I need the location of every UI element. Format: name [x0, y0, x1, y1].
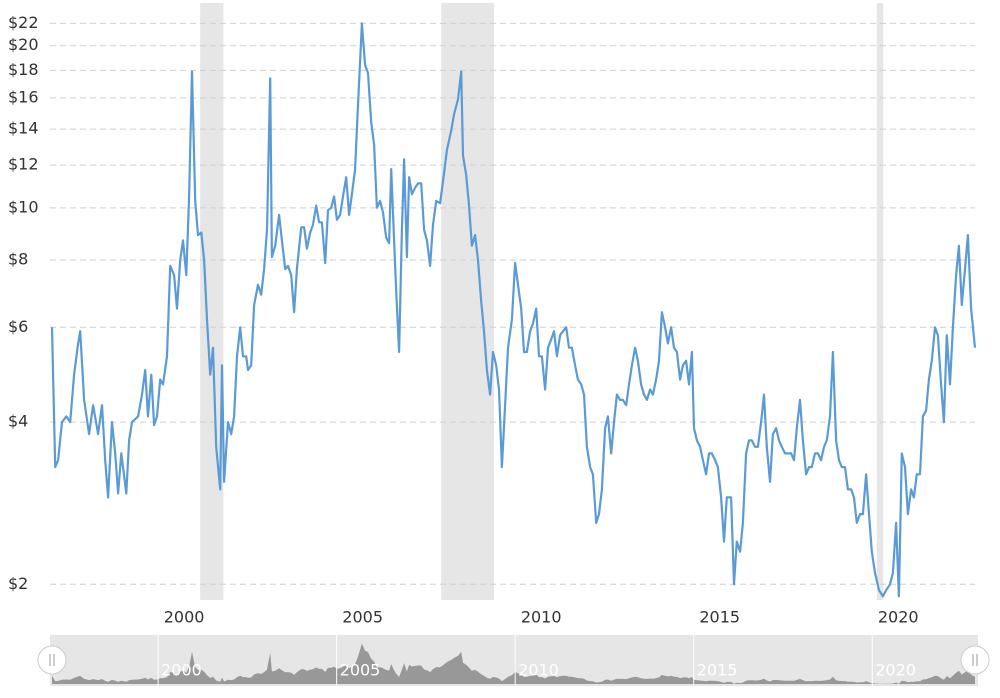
- navigator-label: 2005: [340, 661, 381, 680]
- navigator-label: 2000: [161, 661, 202, 680]
- x-tick-label: 2000: [164, 608, 205, 627]
- x-tick-label: 2015: [699, 608, 740, 627]
- navigator-label: 2010: [518, 661, 559, 680]
- price-line: [50, 22, 977, 598]
- navigator[interactable]: 2000 2005 2010 2015 2020: [50, 635, 978, 686]
- plot-layer: [50, 22, 977, 598]
- y-tick-label: $8: [8, 250, 28, 269]
- grid-layer: $2 $4 $6 $8 $10 $12 $14 $16 $18 $20 $22 2000 2005 201…: [8, 13, 975, 627]
- y-tick-label: $6: [8, 317, 28, 336]
- navigator-label: 2020: [875, 661, 916, 680]
- y-tick-label: $16: [8, 87, 39, 106]
- y-tick-label: $14: [8, 119, 39, 138]
- navigator-handles[interactable]: [37, 645, 990, 675]
- navigator-handle-right[interactable]: [960, 645, 990, 675]
- x-tick-label: 2005: [342, 608, 383, 627]
- navigator-area: [52, 643, 975, 684]
- y-tick-label: $2: [8, 574, 28, 593]
- y-tick-label: $20: [8, 35, 39, 54]
- y-tick-label: $12: [8, 155, 39, 174]
- y-tick-label: $4: [8, 412, 28, 431]
- navigator-label: 2015: [697, 661, 738, 680]
- y-tick-label: $18: [8, 60, 39, 79]
- recession-band: [200, 3, 224, 600]
- recession-band: [441, 3, 495, 600]
- x-tick-label: 2010: [521, 608, 562, 627]
- recession-band: [876, 3, 884, 600]
- y-tick-label: $10: [8, 197, 39, 216]
- navigator-handle-left[interactable]: [37, 645, 67, 675]
- recession-layer: [200, 3, 884, 600]
- x-tick-label: 2020: [878, 608, 919, 627]
- y-tick-label: $22: [8, 13, 39, 32]
